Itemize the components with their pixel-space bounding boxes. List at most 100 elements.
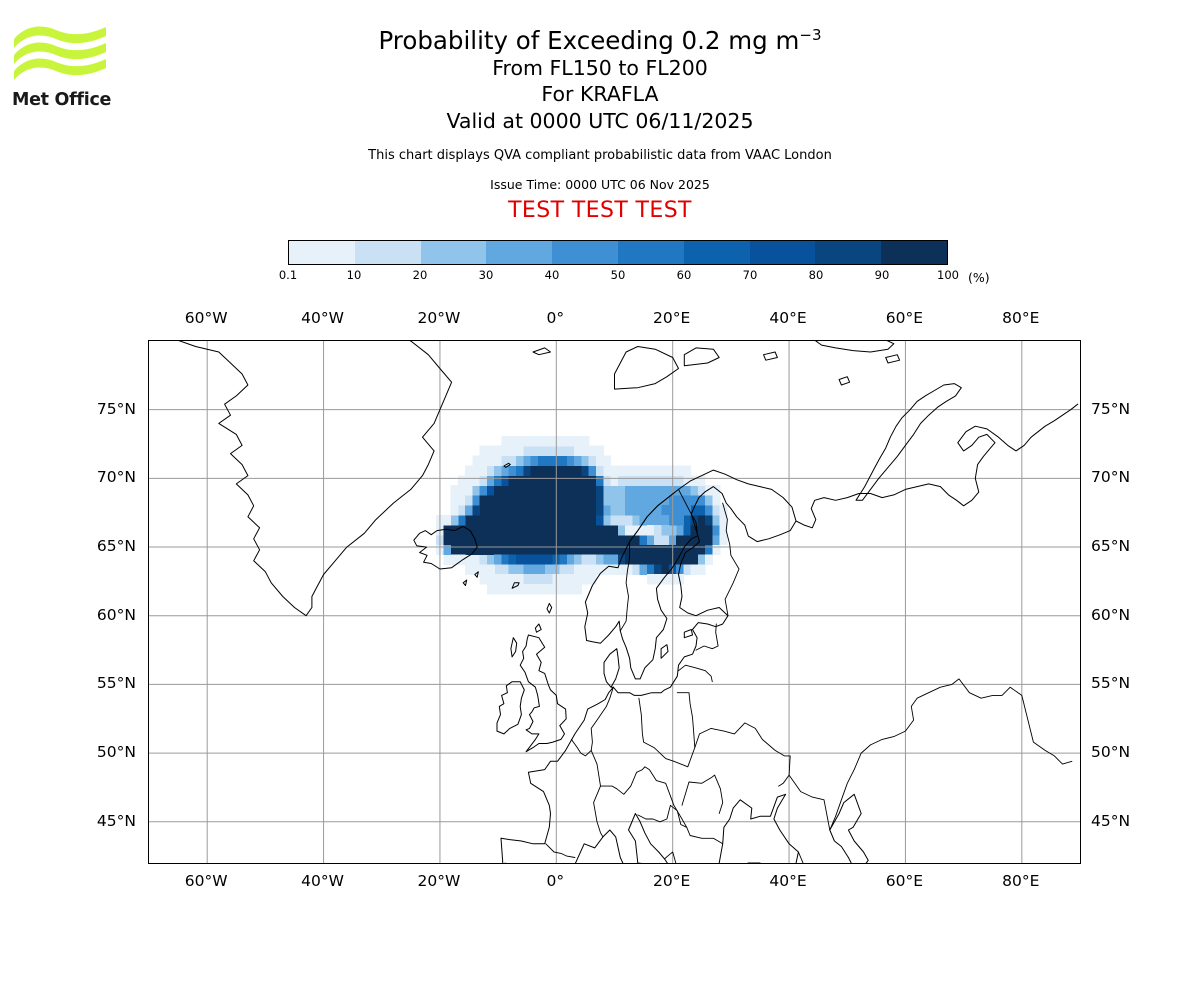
ash-probability-cell xyxy=(610,524,619,536)
ash-probability-cell xyxy=(646,504,655,516)
ash-probability-cell xyxy=(523,554,532,565)
ash-probability-cell xyxy=(494,495,503,506)
ash-probability-cell xyxy=(574,524,583,536)
ash-probability-cell xyxy=(654,544,663,556)
ash-probability-cell xyxy=(617,514,626,526)
ash-probability-cell xyxy=(486,475,495,486)
ash-probability-cell xyxy=(486,574,495,585)
ash-probability-cell xyxy=(646,475,655,486)
coastline-nordaustlandet xyxy=(683,347,720,367)
ash-probability-cell xyxy=(472,504,481,516)
border-sweden-finland xyxy=(678,488,698,534)
ash-probability-cell xyxy=(516,564,524,575)
border-norway-sweden-s xyxy=(619,541,631,632)
met-office-logo: Met Office xyxy=(12,22,122,117)
map-plot-area[interactable] xyxy=(148,340,1081,864)
ash-probability-cell xyxy=(523,504,532,516)
ash-probability-cell xyxy=(697,514,706,526)
colorbar: 0.1 10 20 30 40 50 60 70 80 90 100 xyxy=(279,240,959,286)
coastline-caspian xyxy=(829,793,869,863)
ash-probability-cell xyxy=(457,534,466,546)
ash-probability-cell xyxy=(479,504,488,516)
ash-probability-cell xyxy=(596,465,604,476)
ash-probability-cell xyxy=(639,564,648,575)
colorbar-band-1 xyxy=(354,241,421,264)
ash-probability-cell xyxy=(545,534,553,546)
ash-probability-cell xyxy=(472,554,481,565)
ash-probability-cell xyxy=(603,564,612,575)
colorbar-tick-30: 30 xyxy=(478,268,494,282)
ash-probability-cell xyxy=(588,564,597,575)
ash-probability-cell xyxy=(676,485,684,496)
ash-probability-cell xyxy=(596,445,604,457)
ash-probability-cell xyxy=(712,504,721,516)
chart-title-block: Probability of Exceeding 0.2 mg m−3 From… xyxy=(0,0,1200,223)
ash-probability-cell xyxy=(530,524,539,536)
ash-probability-cell xyxy=(450,495,459,506)
ash-probability-cell xyxy=(457,475,466,486)
ash-probability-cell xyxy=(566,495,575,506)
ash-probability-cell xyxy=(574,435,583,447)
colorbar-tick-100: 100 xyxy=(937,268,959,282)
ash-probability-cell xyxy=(566,514,575,526)
ash-probability-cell xyxy=(559,584,568,595)
ash-probability-cell xyxy=(457,524,466,536)
coastline-layer xyxy=(178,341,1079,863)
ash-probability-cell xyxy=(566,544,575,556)
ash-probability-cell xyxy=(537,524,546,536)
ash-probability-cell xyxy=(588,544,597,556)
ash-probability-cell xyxy=(443,524,452,536)
ash-probability-cell xyxy=(479,514,488,526)
ash-probability-cell xyxy=(545,435,553,447)
coastline-scandinavia-baltic xyxy=(584,469,797,696)
ash-probability-cell xyxy=(465,514,473,526)
colorbar-band-8 xyxy=(815,241,882,264)
border-germany-west xyxy=(570,686,614,757)
ash-probability-cell xyxy=(508,435,517,447)
border-russia-south xyxy=(788,774,831,831)
ash-probability-cell xyxy=(443,554,452,565)
ash-probability-cell xyxy=(574,504,583,516)
ash-probability-cell xyxy=(450,554,459,565)
ash-probability-cell xyxy=(617,554,626,565)
ash-probability-cell xyxy=(719,514,728,526)
ash-probability-cell xyxy=(516,574,524,585)
ash-probability-cell xyxy=(472,485,481,496)
ash-probability-cell xyxy=(523,475,532,486)
ash-probability-cell xyxy=(603,554,612,565)
ash-probability-cell xyxy=(450,534,459,546)
ash-probability-cell xyxy=(486,495,495,506)
ash-probability-cell xyxy=(610,475,619,486)
ash-probability-cell xyxy=(457,504,466,516)
ash-probability-cell xyxy=(508,504,517,516)
ash-probability-cell xyxy=(617,544,626,556)
ash-probability-cell xyxy=(530,495,539,506)
ash-probability-cell xyxy=(508,485,517,496)
ash-probability-cell xyxy=(574,554,583,565)
ash-probability-cell xyxy=(574,475,583,486)
ash-probability-cell xyxy=(508,514,517,526)
ash-probability-cell xyxy=(530,584,539,595)
ash-plume-layer xyxy=(436,435,728,595)
ash-probability-cell xyxy=(632,504,641,516)
ash-probability-cell xyxy=(683,485,692,496)
ash-probability-cell xyxy=(639,495,648,506)
colorbar-band-9 xyxy=(881,241,947,264)
ash-probability-cell xyxy=(501,504,510,516)
ash-probability-cell xyxy=(661,554,670,565)
ash-probability-cell xyxy=(603,504,612,516)
ash-probability-cell xyxy=(501,445,510,457)
ash-probability-cell xyxy=(574,544,583,556)
title-volcano: For KRAFLA xyxy=(541,82,659,107)
ash-probability-cell xyxy=(596,455,604,467)
ash-probability-cell xyxy=(545,465,553,476)
ash-probability-cell xyxy=(610,564,619,575)
ash-probability-cell xyxy=(494,485,503,496)
ash-probability-cell xyxy=(654,475,663,486)
ash-probability-cell xyxy=(559,564,568,575)
ash-probability-cell xyxy=(588,504,597,516)
ash-probability-cell xyxy=(479,544,488,556)
ash-probability-cell xyxy=(559,534,568,546)
ash-probability-cell xyxy=(690,495,699,506)
ash-probability-cell xyxy=(581,574,590,585)
